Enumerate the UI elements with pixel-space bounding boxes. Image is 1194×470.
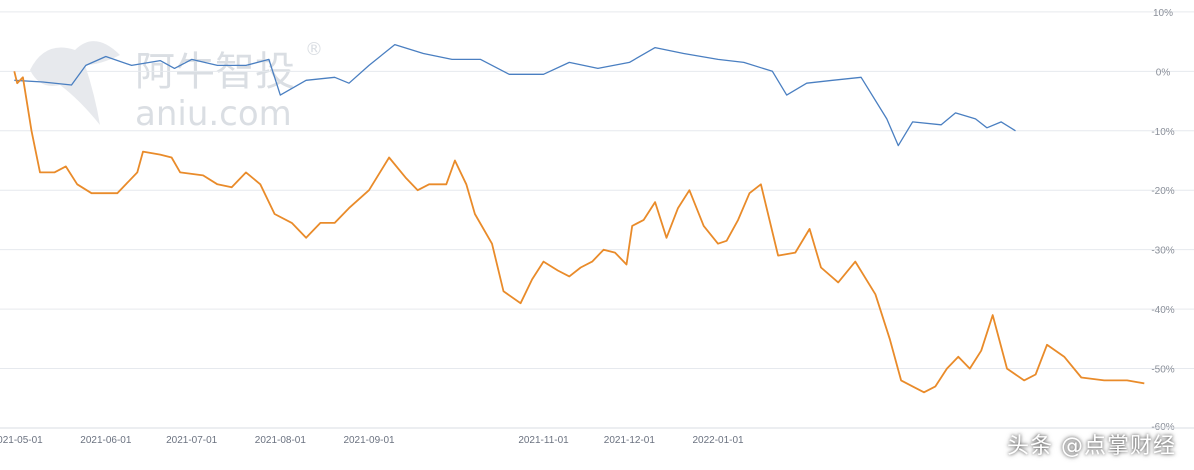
x-tick-label: 2021-08-01 [255,435,307,446]
x-tick-label: 2021-06-01 [80,435,132,446]
x-tick-label: 2021-07-01 [166,435,218,446]
series-line-2 [13,71,1145,394]
y-tick-label: -40% [1151,305,1174,316]
y-tick-label: -30% [1151,246,1174,257]
x-tick-label: 2021-11-01 [518,435,569,446]
x-axis-ticks: 2021-05-01 2021-06-01 2021-07-01 2021-08-01… [0,435,744,446]
y-tick-label: 10% [1153,8,1173,19]
watermark-brand-en: aniu.com [135,94,292,134]
aniu-logo-icon [30,41,120,125]
watermark-mark: ® [305,39,323,60]
y-tick-label: -50% [1151,365,1174,376]
grid-lines [0,11,1194,370]
y-tick-label: 0% [1156,67,1171,78]
series-line-1 [14,43,1016,147]
watermark: 阿牛智投 ® aniu.com [30,39,323,134]
y-tick-label: -20% [1151,186,1174,197]
credit-watermark: 头条 @点掌财经 [1007,434,1176,459]
y-tick-label: -10% [1151,127,1174,138]
x-tick-label: 2021-09-01 [343,435,395,446]
x-tick-label: 2022-01-01 [692,435,744,446]
series-lines [13,43,1145,394]
x-tick-label: 2021-05-01 [0,435,43,446]
x-tick-label: 2021-12-01 [604,435,656,446]
watermark-brand-cn: 阿牛智投 [135,49,295,95]
